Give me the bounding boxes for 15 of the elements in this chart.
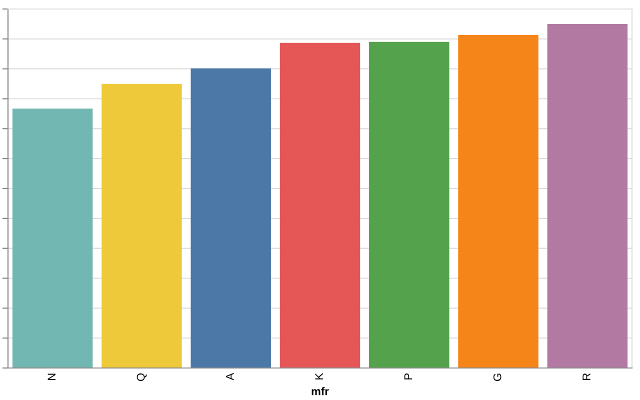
x-tick-label: A — [226, 372, 234, 380]
x-tick-label: P — [404, 373, 412, 380]
bar — [12, 108, 93, 368]
bar — [102, 84, 182, 368]
bar — [547, 24, 628, 368]
bar — [190, 68, 271, 368]
bar — [369, 42, 450, 368]
x-tick-label: G — [493, 374, 502, 381]
bar — [458, 35, 538, 368]
x-tick-label: R — [582, 373, 590, 380]
x-axis-title: mfr — [312, 387, 329, 396]
x-tick-label: N — [48, 374, 56, 380]
bar — [280, 42, 360, 368]
x-tick-label: K — [315, 372, 323, 380]
x-tick-label: Q — [136, 373, 147, 381]
